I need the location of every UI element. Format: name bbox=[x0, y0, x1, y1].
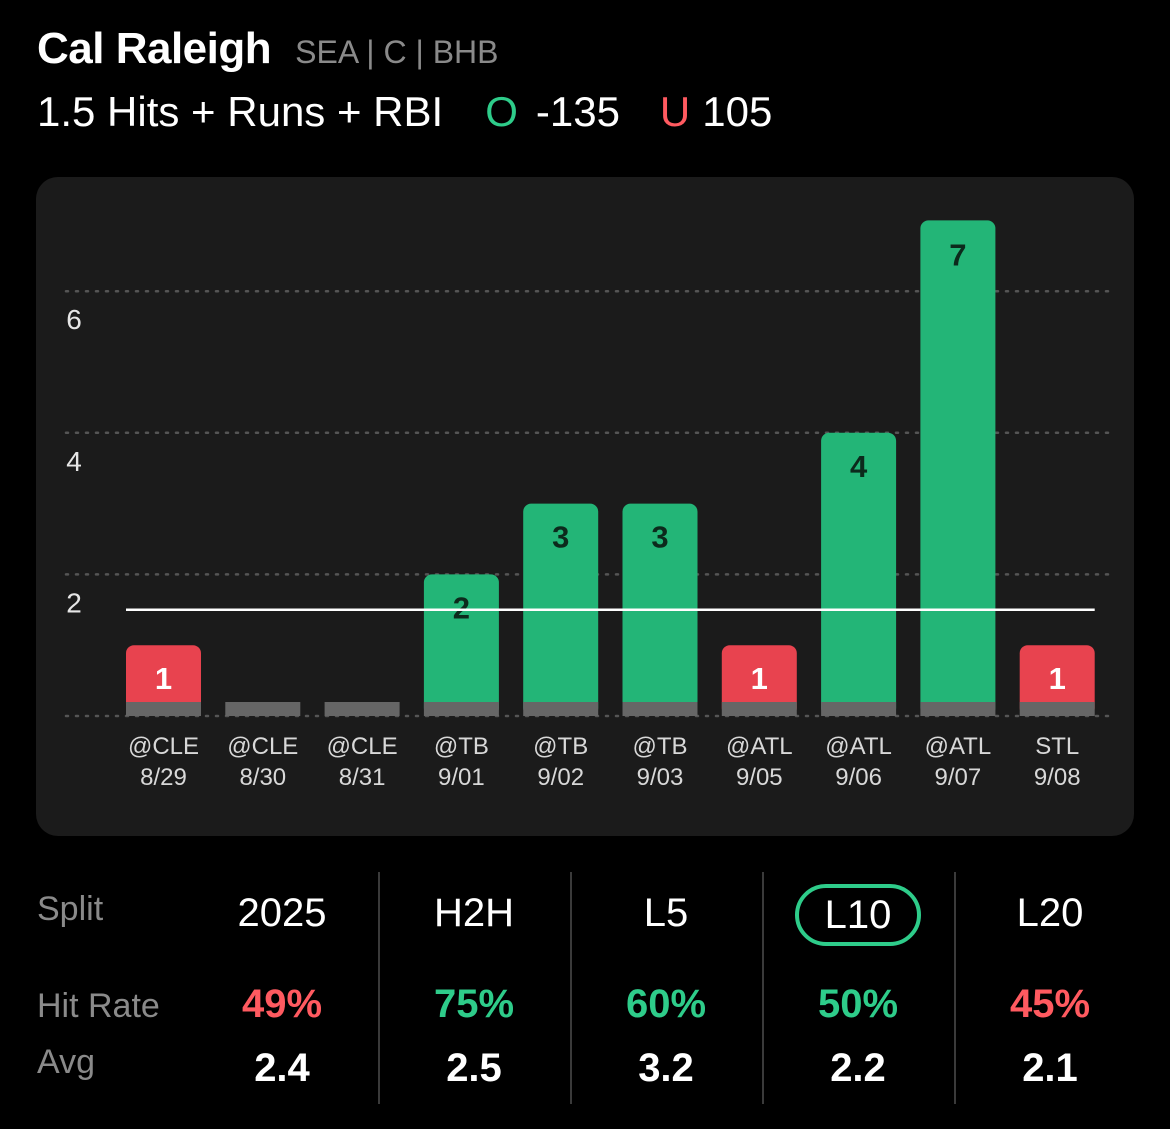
bar-value-label: 3 bbox=[552, 520, 569, 555]
hit-rate-value: 45% bbox=[1009, 982, 1091, 1026]
avg-value: 2.1 bbox=[1022, 1046, 1078, 1090]
split-col-l5[interactable]: L5 60% 3.2 bbox=[570, 860, 762, 1120]
over-icon[interactable]: O bbox=[485, 88, 518, 135]
bar-value-label: 4 bbox=[850, 449, 868, 484]
bar-value-label: 1 bbox=[1049, 661, 1066, 696]
x-tick-opponent: @CLE bbox=[327, 733, 398, 760]
x-tick-opponent: @TB bbox=[632, 733, 687, 760]
bar-9/05 bbox=[721, 645, 797, 716]
bar-value-label: 1 bbox=[751, 661, 768, 696]
bar-base-8/30 bbox=[225, 702, 301, 716]
avg-row-label: Avg bbox=[37, 1043, 95, 1081]
hit-rate-value: 49% bbox=[241, 982, 323, 1026]
split-tab-2025[interactable]: 2025 bbox=[237, 891, 327, 935]
bar-base-9/03 bbox=[622, 702, 698, 716]
header: Cal Raleigh SEA | C | BHB 1.5 Hits + Run… bbox=[37, 24, 772, 136]
bar-base-9/07 bbox=[920, 702, 996, 716]
bar-value-label: 2 bbox=[453, 590, 470, 625]
bar-value-label: 7 bbox=[949, 237, 966, 272]
chart-card: 2 4 6 1 @CLE 8/29 @CLE 8/30 @CLE 8/31 2 @TB 9/01 3 @TB… bbox=[36, 177, 1134, 836]
x-tick-date: 9/05 bbox=[736, 764, 783, 791]
name-row: Cal Raleigh SEA | C | BHB bbox=[37, 24, 772, 74]
hit-rate-value: 50% bbox=[817, 982, 899, 1026]
x-tick-opponent: @ATL bbox=[726, 733, 793, 760]
column-divider bbox=[378, 872, 380, 1104]
prop-line: 1.5 Hits + Runs + RBI bbox=[37, 88, 444, 135]
x-tick-date: 9/07 bbox=[935, 764, 982, 791]
split-row-label: Split bbox=[37, 890, 104, 928]
bar-9/06 bbox=[821, 432, 897, 716]
x-tick-date: 8/31 bbox=[339, 764, 386, 791]
bar-base-9/01 bbox=[423, 702, 499, 716]
column-divider bbox=[954, 872, 956, 1104]
over-odds[interactable]: -135 bbox=[535, 88, 620, 135]
x-tick-date: 9/02 bbox=[537, 764, 584, 791]
prop-row: 1.5 Hits + Runs + RBI O -135 U 105 bbox=[37, 88, 772, 136]
x-tick-date: 9/01 bbox=[438, 764, 485, 791]
avg-value: 2.5 bbox=[446, 1046, 502, 1090]
x-tick-date: 8/29 bbox=[140, 764, 187, 791]
x-tick-opponent: @CLE bbox=[227, 733, 298, 760]
bar-value-label: 1 bbox=[155, 661, 172, 696]
bar-base-9/05 bbox=[721, 702, 797, 716]
split-col-h2h[interactable]: H2H 75% 2.5 bbox=[378, 860, 570, 1120]
under-odds[interactable]: 105 bbox=[702, 88, 773, 135]
split-tab-l20[interactable]: L20 bbox=[1016, 891, 1084, 935]
x-tick-opponent: STL bbox=[1035, 733, 1079, 760]
player-meta: SEA | C | BHB bbox=[295, 34, 499, 70]
bar-base-9/06 bbox=[821, 702, 897, 716]
avg-value: 2.4 bbox=[254, 1046, 310, 1090]
x-tick-opponent: @CLE bbox=[128, 733, 199, 760]
player-name[interactable]: Cal Raleigh bbox=[37, 24, 272, 73]
y-tick-label: 6 bbox=[66, 304, 82, 335]
y-tick-label: 4 bbox=[66, 446, 82, 477]
bar-value-label: 3 bbox=[651, 520, 668, 555]
hit-rate-row-label: Hit Rate bbox=[37, 987, 160, 1025]
bar-base-9/08 bbox=[1019, 702, 1095, 716]
x-tick-opponent: @ATL bbox=[925, 733, 992, 760]
bar-base-8/29 bbox=[126, 702, 201, 716]
y-tick-label: 2 bbox=[66, 587, 82, 618]
column-divider bbox=[762, 872, 764, 1104]
split-col-l20[interactable]: L20 45% 2.1 bbox=[954, 860, 1146, 1120]
bar-8/29 bbox=[126, 645, 201, 716]
x-tick-date: 9/08 bbox=[1034, 764, 1081, 791]
x-tick-opponent: @TB bbox=[533, 733, 588, 760]
split-tab-l5[interactable]: L5 bbox=[643, 891, 689, 935]
hit-rate-value: 60% bbox=[625, 982, 707, 1026]
x-tick-opponent: @ATL bbox=[825, 733, 892, 760]
x-tick-date: 9/06 bbox=[835, 764, 882, 791]
hit-rate-value: 75% bbox=[433, 982, 515, 1026]
split-col-2025[interactable]: 2025 49% 2.4 bbox=[186, 860, 378, 1120]
bar-base-8/31 bbox=[324, 702, 400, 716]
under-icon[interactable]: U bbox=[659, 88, 691, 135]
split-tab-l10[interactable]: L10 bbox=[762, 884, 954, 946]
avg-value: 2.2 bbox=[830, 1046, 886, 1090]
bar-chart: 2 4 6 1 @CLE 8/29 @CLE 8/30 @CLE 8/31 2 @TB 9/01 3 @TB… bbox=[64, 220, 1118, 791]
bar-base-9/02 bbox=[523, 702, 599, 716]
x-tick-date: 9/03 bbox=[637, 764, 684, 791]
avg-value: 3.2 bbox=[638, 1046, 694, 1090]
split-col-l10[interactable]: L10 50% 2.2 bbox=[762, 860, 954, 1120]
column-divider bbox=[570, 872, 572, 1104]
x-tick-date: 8/30 bbox=[239, 764, 286, 791]
split-tab-h2h[interactable]: H2H bbox=[433, 891, 515, 935]
bar-9/07 bbox=[920, 220, 996, 716]
x-tick-opponent: @TB bbox=[434, 733, 489, 760]
splits-table: Split Hit Rate Avg 2025 49% 2.4 H2H 75% … bbox=[0, 860, 1170, 1120]
bar-9/08 bbox=[1019, 645, 1095, 716]
